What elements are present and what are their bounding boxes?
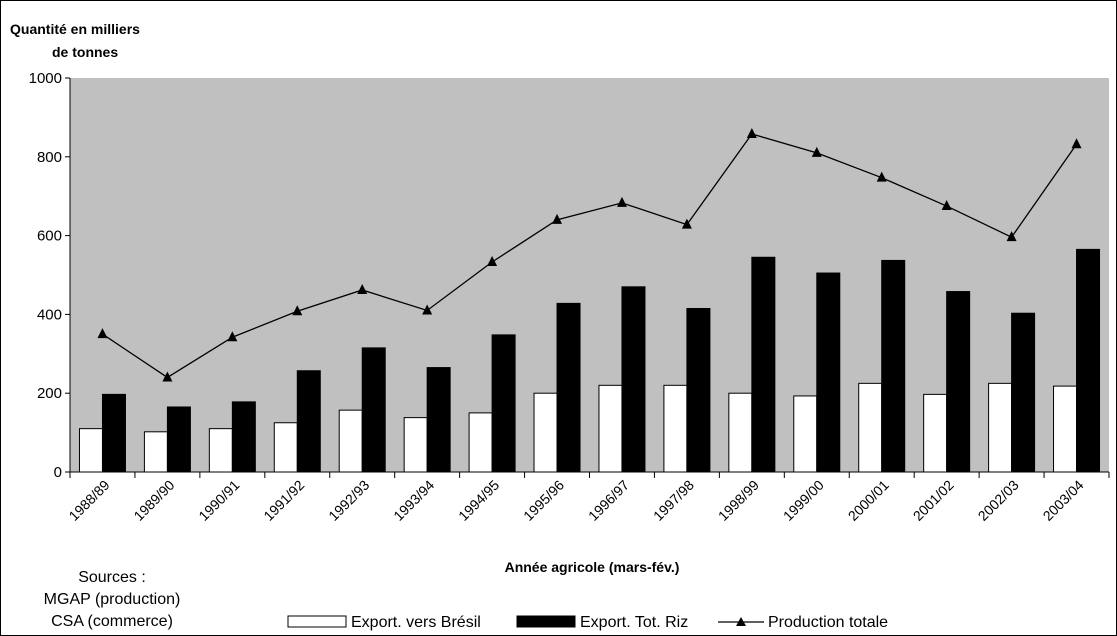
- bar-export-total: [556, 302, 581, 473]
- legend-label-export-bresil: Export. vers Brésil: [351, 614, 481, 631]
- marker-production-totale: [292, 305, 303, 316]
- marker-production-totale: [97, 328, 108, 339]
- source-production: MGAP (production): [44, 591, 181, 608]
- sources-heading: Sources :: [78, 569, 146, 586]
- legend-swatch-export-bresil: [287, 615, 347, 628]
- legend-swatch-export-total: [516, 615, 576, 628]
- bar-export-bresil: [858, 382, 883, 473]
- bar-export-bresil: [923, 393, 948, 473]
- y-tick-label: 400: [37, 306, 62, 323]
- y-axis-ticks: 0 200 400 600 800 1000: [29, 70, 70, 481]
- y-axis-title-line1: Quantité en milliers: [10, 21, 140, 37]
- bar-export-total: [621, 286, 646, 473]
- legend-label-production: Production totale: [768, 614, 888, 631]
- bar-export-total: [101, 393, 126, 473]
- marker-production-totale: [746, 127, 757, 138]
- marker-production-totale: [616, 196, 627, 207]
- y-axis-title-line2: de tonnes: [52, 44, 118, 60]
- marker-production-totale: [227, 331, 238, 342]
- marker-production-totale: [357, 283, 368, 294]
- marker-production-totale: [876, 171, 887, 182]
- bar-export-total: [686, 307, 711, 473]
- legend: Export. vers Brésil Export. Tot. Riz Pro…: [287, 614, 888, 631]
- bar-export-total: [296, 370, 321, 473]
- bar-export-bresil: [403, 417, 428, 473]
- x-axis-title: Année agricole (mars-fév.): [505, 559, 680, 575]
- y-tick-label: 800: [37, 149, 62, 166]
- bar-export-bresil: [663, 384, 688, 473]
- bar-export-total: [816, 272, 841, 473]
- source-commerce: CSA (commerce): [51, 613, 173, 630]
- bar-export-total: [751, 256, 776, 473]
- bar-export-total: [881, 259, 906, 473]
- legend-label-export-total: Export. Tot. Riz: [580, 614, 688, 631]
- bar-export-bresil: [143, 431, 168, 473]
- bar-export-bresil: [533, 392, 558, 473]
- bar-export-bresil: [988, 382, 1013, 473]
- marker-production-totale: [811, 146, 822, 157]
- y-tick-label: 0: [54, 464, 62, 481]
- marker-production-totale: [681, 218, 692, 229]
- bar-export-total: [361, 347, 386, 473]
- bar-export-total: [946, 291, 971, 473]
- bar-export-total: [1011, 312, 1036, 473]
- bars-group: [78, 248, 1101, 473]
- marker-production-totale: [162, 371, 173, 382]
- bar-export-bresil: [468, 412, 493, 473]
- y-tick-label: 600: [37, 228, 62, 245]
- marker-production-totale: [1071, 138, 1082, 149]
- y-tick-label: 200: [37, 385, 62, 402]
- marker-production-totale: [552, 213, 563, 224]
- bar-export-bresil: [338, 409, 363, 473]
- legend-marker-production: [736, 617, 746, 626]
- bar-export-bresil: [1053, 385, 1078, 473]
- line-production-totale: [102, 133, 1078, 379]
- bar-export-total: [166, 406, 191, 473]
- bar-export-bresil: [208, 428, 233, 473]
- bar-export-bresil: [273, 422, 298, 473]
- bar-export-total: [426, 367, 451, 473]
- bar-export-total: [491, 334, 516, 473]
- marker-production-totale: [1006, 231, 1017, 242]
- bar-export-total: [231, 401, 256, 473]
- marker-production-totale: [941, 200, 952, 211]
- line-series-group: [97, 127, 1082, 382]
- bar-export-bresil: [793, 395, 818, 473]
- y-tick-label: 1000: [29, 70, 62, 87]
- bar-export-bresil: [728, 392, 753, 473]
- marker-production-totale: [422, 304, 433, 315]
- bar-export-bresil: [598, 384, 623, 473]
- bar-export-total: [1076, 248, 1101, 473]
- bar-export-bresil: [78, 428, 103, 473]
- marker-production-totale: [487, 255, 498, 266]
